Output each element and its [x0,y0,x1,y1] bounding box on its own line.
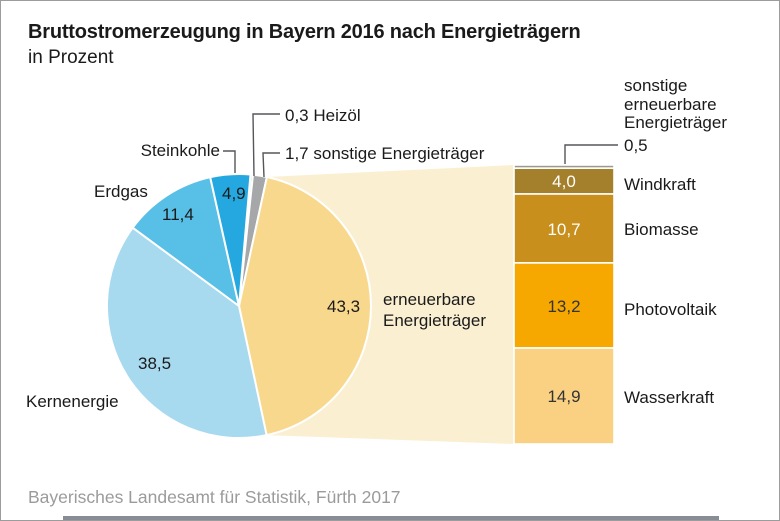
pie-slice-erneuerbare-energietr-ger [238,176,372,437]
heizoel-label: Heizöl [313,106,361,125]
sonstige-erneuerbare-label: sonstige erneuerbare Energieträger [624,76,728,132]
heizoel-value: 0,3 [285,106,309,125]
erdgas-label: Erdgas [94,182,148,201]
leader-line-sonstige-erneuerbare [564,144,618,164]
biomasse-label: Biomasse [624,220,699,239]
windkraft-label: Windkraft [624,175,696,194]
annotation-heizoel: 0,3 Heizöl [285,106,361,125]
sonstige-erneuerbare-value: 0,5 [624,136,648,155]
pie-slice-erdgas [131,176,240,307]
photovoltaik-value: 13,2 [547,297,581,316]
steinkohle-label: Steinkohle [140,141,220,160]
wasserkraft-label: Wasserkraft [624,388,715,407]
erneuerbare-label: erneuerbare Energieträger [383,290,487,330]
kernenergie-value: 38,5 [138,354,172,373]
pie-slice-kernenergie [105,226,268,440]
bar-segment-photovoltaik [513,262,615,349]
photovoltaik-label: Photovoltaik [624,300,717,319]
source-credit: Bayerisches Landesamt für Statistik, Für… [28,487,401,507]
breakout-bar [513,164,615,445]
sonstige-label: sonstige Energieträger [313,144,485,163]
erneuerbare-value: 43,3 [327,297,361,316]
kernenergie-label: Kernenergie [26,392,119,411]
leader-line-heizoel [252,113,280,177]
page-title: Bruttostromerzeugung in Bayern 2016 nach… [28,21,581,43]
page-subtitle: in Prozent [28,47,114,68]
leader-line-sonstige [262,152,280,178]
biomasse-value: 10,7 [547,220,581,239]
erdgas-value: 11,4 [162,205,194,224]
steinkohle-value: 4,9 [222,184,246,203]
bar-segment-wasserkraft [513,347,615,445]
footer-accent-bar [63,516,719,520]
wasserkraft-value: 14,9 [547,387,581,406]
pie-slice-steinkohle [209,173,252,307]
annotation-sonstige: 1,7 sonstige Energieträger [285,144,484,163]
windkraft-value: 4,0 [552,172,576,191]
pie-slices [105,173,372,440]
leader-line-steinkohle [223,150,236,173]
sonstige-value: 1,7 [285,144,309,163]
